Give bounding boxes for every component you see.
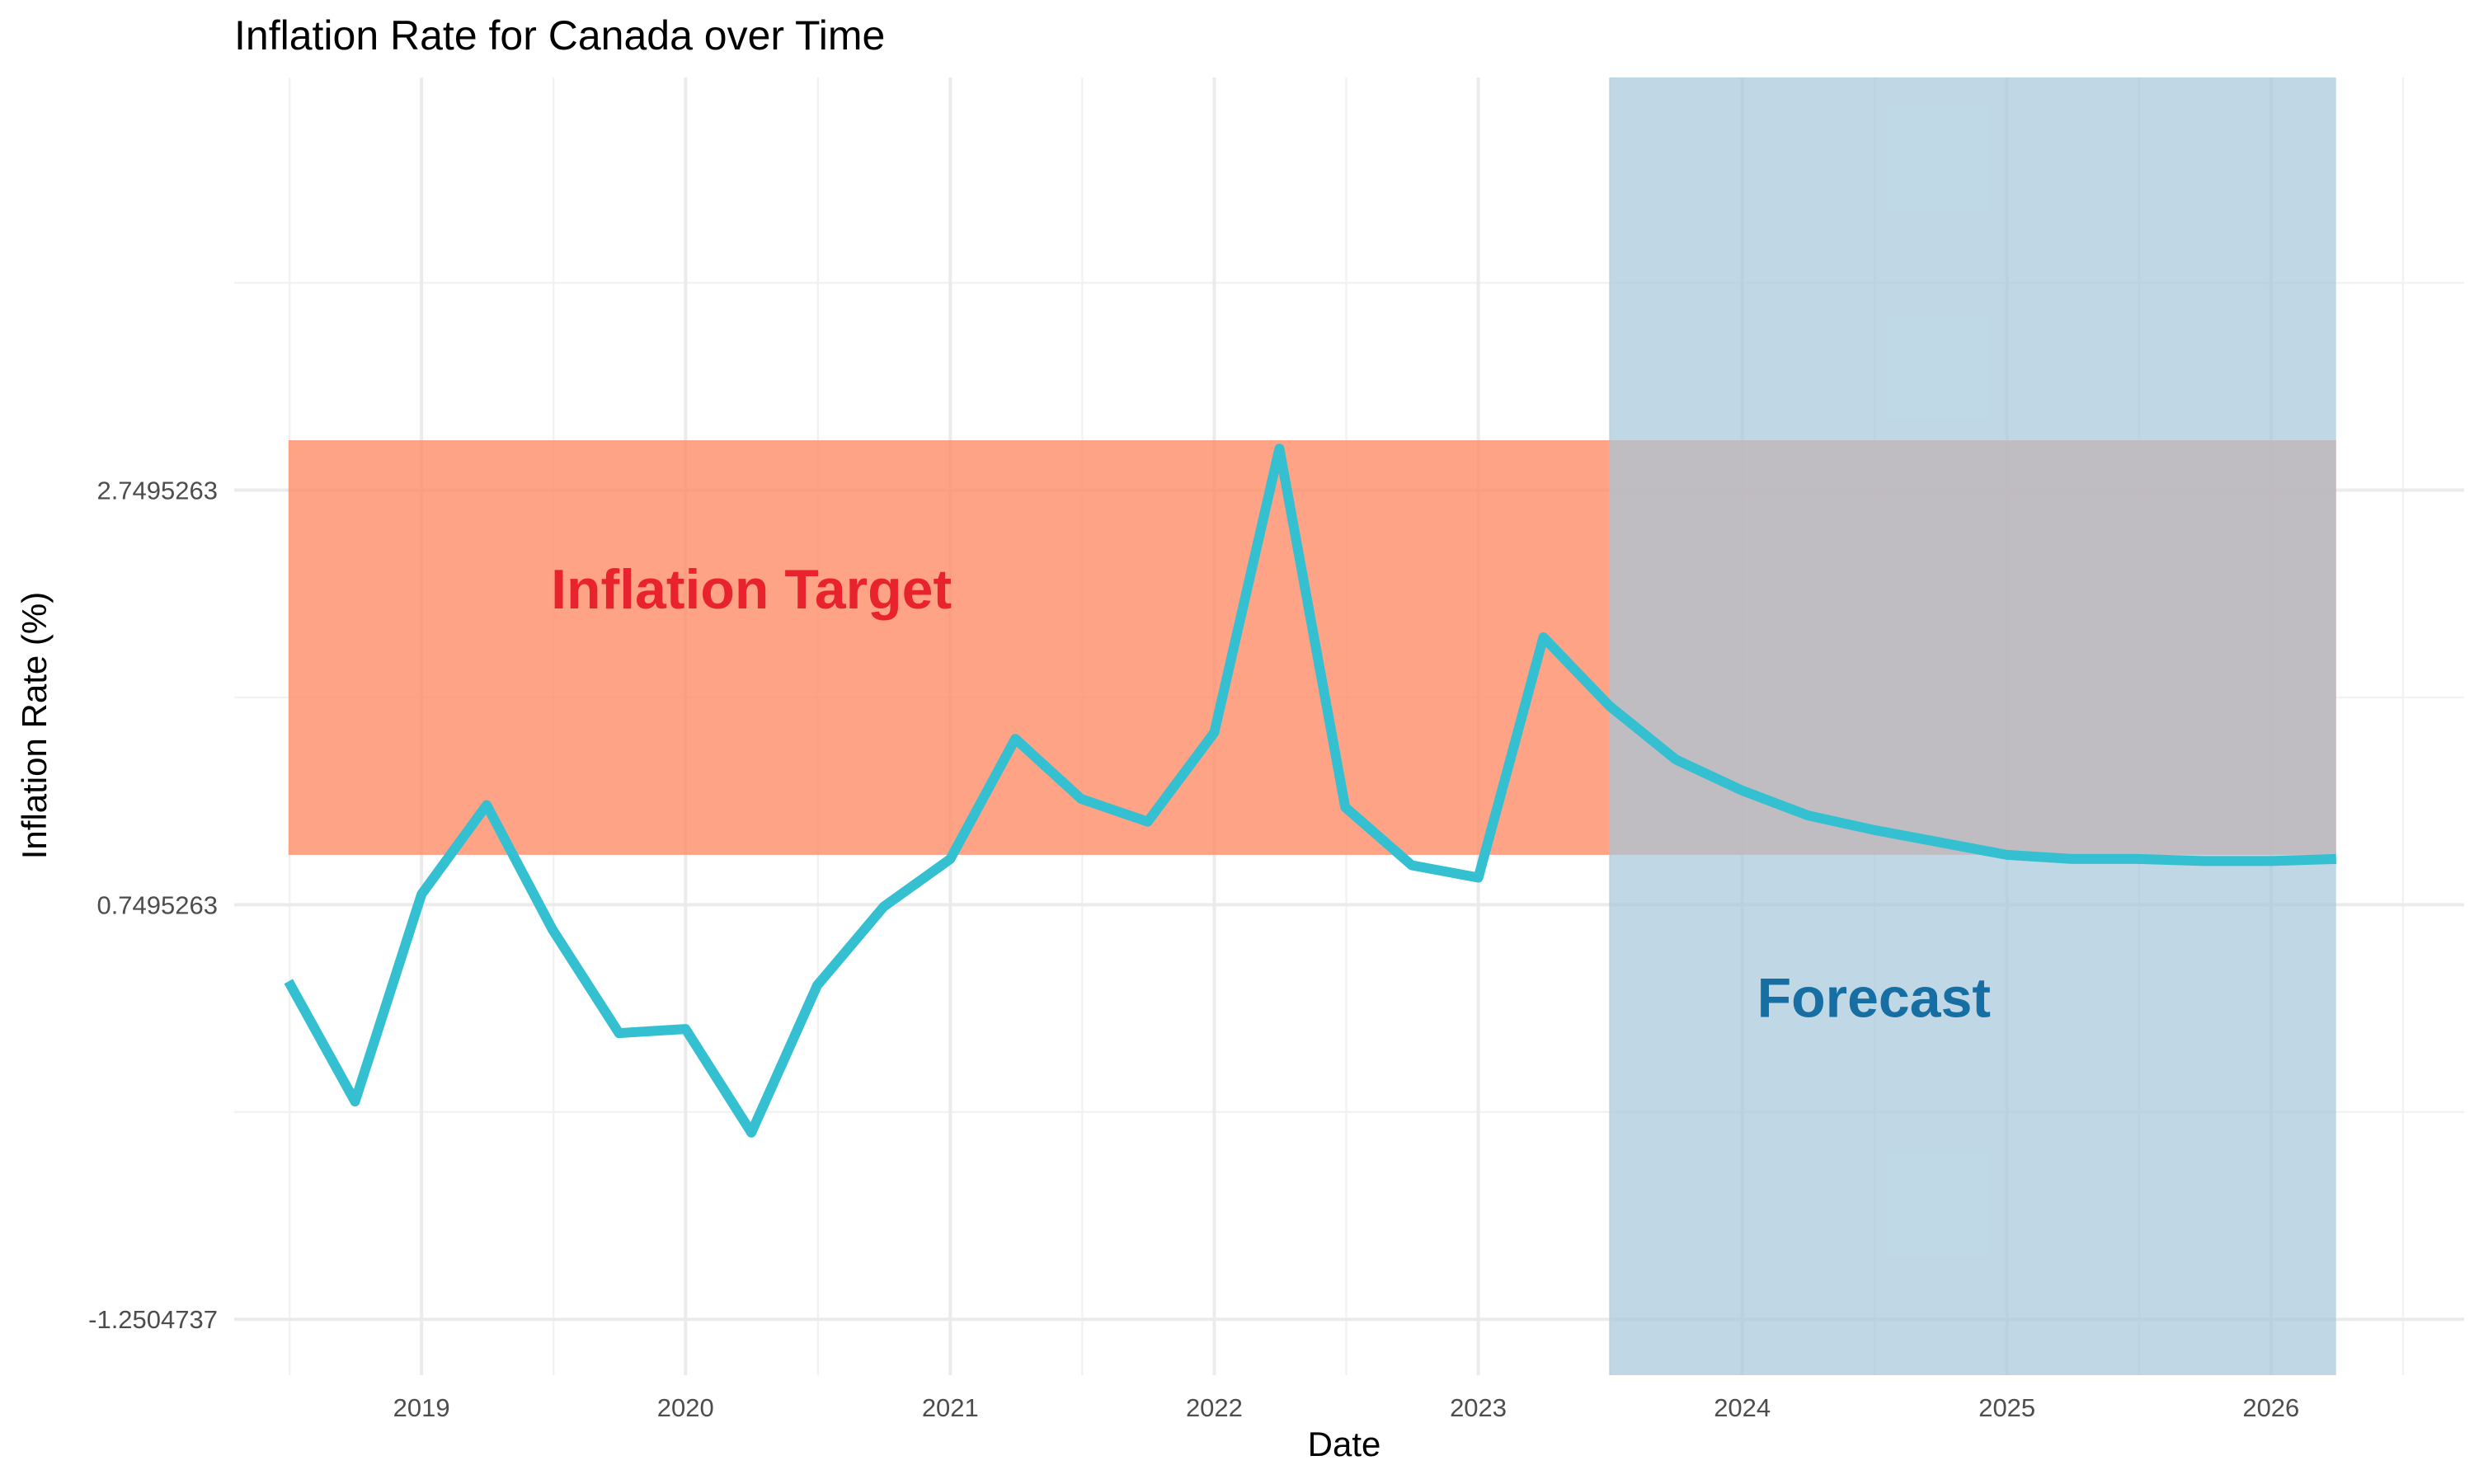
x-tick-label: 2019 [393,1393,450,1422]
x-tick-label: 2020 [657,1393,714,1422]
y-tick-label: 0.7495263 [96,890,218,919]
series-line-inflation [284,444,2336,1138]
y-axis-title: Inflation Rate (%) [15,592,54,859]
inflation-target-label: Inflation Target [551,558,952,621]
y-tick-label: 2.7495263 [96,476,218,505]
x-tick-label: 2024 [1714,1393,1771,1422]
x-tick-label: 2023 [1450,1393,1507,1422]
chart-title: Inflation Rate for Canada over Time [234,12,885,59]
x-tick-label: 2026 [2242,1393,2299,1422]
y-axis-ticks: -1.2504737 0.7495263 2.7495263 [88,476,218,1334]
x-tick-label: 2025 [1978,1393,2035,1422]
forecast-band [1609,77,2336,1375]
y-tick-label: -1.2504737 [88,1305,218,1334]
forecast-label: Forecast [1757,966,1991,1029]
x-tick-label: 2021 [922,1393,979,1422]
x-tick-label: 2022 [1186,1393,1243,1422]
series-line-layer [284,444,2336,1138]
annotations: Inflation Target Forecast [551,558,1991,1029]
shaded-bands [288,77,2336,1375]
x-axis-ticks: 2019 2020 2021 2022 2023 2024 2025 2026 [393,1393,2300,1422]
x-axis-title: Date [1308,1425,1381,1463]
